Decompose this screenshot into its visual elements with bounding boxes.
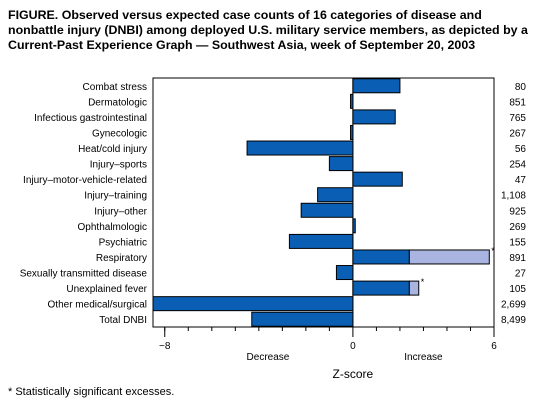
category-label-9: Ophthalmologic xyxy=(78,222,147,233)
plot-frame xyxy=(152,77,495,328)
bar-15 xyxy=(251,311,354,327)
bar-1 xyxy=(350,93,354,109)
bar-11 xyxy=(352,249,410,265)
category-label-12: Sexually transmitted disease xyxy=(20,269,148,280)
bar-12 xyxy=(335,265,354,281)
category-label-15: Total DNBI xyxy=(99,315,147,326)
significance-marker-13: * xyxy=(421,277,425,287)
bar-3 xyxy=(350,124,354,140)
category-label-3: Gynecologic xyxy=(92,128,147,139)
increase-label: Increase xyxy=(404,352,443,363)
count-label-15: 8,499 xyxy=(501,315,526,326)
count-label-14: 2,699 xyxy=(501,300,526,311)
count-label-13: 105 xyxy=(509,284,526,295)
count-label-1: 851 xyxy=(509,97,526,108)
chart-bars xyxy=(152,78,490,327)
count-label-8: 925 xyxy=(509,206,526,217)
category-label-7: Injury–training xyxy=(84,191,147,202)
bar-9 xyxy=(352,218,356,234)
category-label-0: Combat stress xyxy=(83,82,147,93)
count-label-5: 254 xyxy=(509,160,526,171)
category-label-2: Infectious gastrointestinal xyxy=(34,113,147,124)
bar-7 xyxy=(317,187,354,203)
category-label-11: Respiratory xyxy=(96,253,147,264)
decrease-label: Decrease xyxy=(247,352,290,363)
count-label-0: 80 xyxy=(515,82,527,93)
bar-4 xyxy=(246,140,354,156)
category-label-14: Other medical/surgical xyxy=(48,300,147,311)
x-tick-label-1: 0 xyxy=(350,341,356,352)
count-label-3: 267 xyxy=(509,128,526,139)
bar-2 xyxy=(352,109,396,125)
count-label-4: 56 xyxy=(515,144,527,155)
count-label-12: 27 xyxy=(515,269,527,280)
figure-title: FIGURE. Observed versus expected case co… xyxy=(8,8,528,52)
x-tick-label-0: −8 xyxy=(159,341,171,352)
count-label-10: 155 xyxy=(509,237,526,248)
count-label-11: 891 xyxy=(509,253,526,264)
category-label-5: Injury–sports xyxy=(90,160,147,171)
footnote: * Statistically significant excesses. xyxy=(8,386,175,398)
category-label-13: Unexplained fever xyxy=(66,284,147,295)
excess-bar-11 xyxy=(408,249,490,265)
x-axis-title: Z-score xyxy=(333,367,374,380)
bar-14 xyxy=(152,296,354,312)
category-label-1: Dermatologic xyxy=(88,97,147,108)
x-tick-label-2: 6 xyxy=(491,341,497,352)
category-label-8: Injury–other xyxy=(94,206,147,217)
category-label-4: Heat/cold injury xyxy=(78,144,147,155)
bar-0 xyxy=(352,78,401,94)
significance-marker-11: * xyxy=(491,246,495,256)
excess-bar-13 xyxy=(408,280,420,296)
bar-13 xyxy=(352,280,410,296)
category-label-10: Psychiatric xyxy=(99,237,147,248)
count-label-6: 47 xyxy=(515,175,527,186)
chart-labels: Combat stress 80 Dermatologic 851 Infectious… xyxy=(20,82,527,380)
bar-8 xyxy=(300,202,354,218)
count-label-7: 1,108 xyxy=(501,191,526,202)
bar-10 xyxy=(288,233,354,249)
bar-5 xyxy=(328,156,354,172)
category-label-6: Injury–motor-vehicle-related xyxy=(23,175,147,186)
count-label-2: 765 xyxy=(509,113,526,124)
chart: Combat stress 80 Dermatologic 851 Infectious… xyxy=(20,77,527,380)
bar-6 xyxy=(352,171,403,187)
count-label-9: 269 xyxy=(509,222,526,233)
